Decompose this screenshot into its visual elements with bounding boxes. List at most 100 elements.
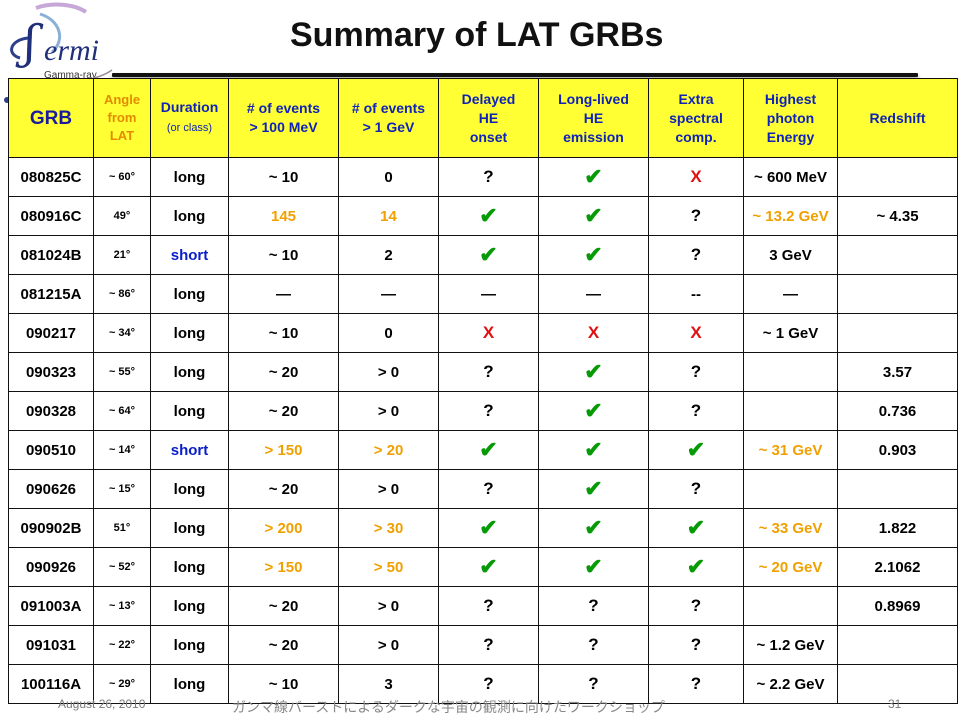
cell-grb: 090926 xyxy=(8,547,94,587)
cell-angle: ~ 52° xyxy=(93,547,151,587)
table-row: 081215A ~ 86° long — — — — -- — xyxy=(8,274,958,314)
cell-angle: ~ 22° xyxy=(93,625,151,665)
cell-extra: ? xyxy=(648,391,744,431)
cell-grb: 081024B xyxy=(8,235,94,275)
cell-duration: long xyxy=(150,313,229,353)
cell-energy xyxy=(743,391,838,431)
cell-delayed: ✔ xyxy=(438,430,539,470)
cell-longlived: ✔ xyxy=(538,157,649,197)
cell-extra: -- xyxy=(648,274,744,314)
cell-energy: — xyxy=(743,274,838,314)
cell-ev100: ~ 10 xyxy=(228,235,339,275)
cell-ev100: ~ 10 xyxy=(228,157,339,197)
cell-grb: 090217 xyxy=(8,313,94,353)
cell-extra: ? xyxy=(648,469,744,509)
header-duration: Duration (or class) xyxy=(150,78,229,158)
table-row: 091003A ~ 13° long ~ 20 > 0??? 0.8969 xyxy=(8,586,958,626)
cell-redshift: 3.57 xyxy=(837,352,958,392)
cell-redshift xyxy=(837,625,958,665)
cell-longlived: ? xyxy=(538,586,649,626)
header-delayed-onset: Delayed HE onset xyxy=(438,78,539,158)
cell-energy: ~ 13.2 GeV xyxy=(743,196,838,236)
cell-duration: long xyxy=(150,391,229,431)
cell-ev1g: > 0 xyxy=(338,391,439,431)
header-long-lived: Long-lived HE emission xyxy=(538,78,649,158)
footer-page-number: 31 xyxy=(888,697,902,711)
cell-delayed: ? xyxy=(438,586,539,626)
cell-ev1g: — xyxy=(338,274,439,314)
svg-text:ʃ: ʃ xyxy=(15,15,44,69)
header-redshift: Redshift xyxy=(837,78,958,158)
cell-longlived: ✔ xyxy=(538,235,649,275)
cell-ev100: ~ 20 xyxy=(228,391,339,431)
cell-angle: ~ 29° xyxy=(93,664,151,704)
cell-ev1g: > 0 xyxy=(338,586,439,626)
table-row: 090626 ~ 15° long ~ 20 > 0? ✔? xyxy=(8,469,958,509)
table-row: 090510 ~ 14° short > 150 > 20 ✔ ✔ ✔ ~ 31 GeV 0.90… xyxy=(8,430,958,470)
cell-extra: ✔ xyxy=(648,508,744,548)
cell-redshift: 0.903 xyxy=(837,430,958,470)
cell-ev1g: 0 xyxy=(338,157,439,197)
cell-energy: ~ 1 GeV xyxy=(743,313,838,353)
table-row: 090217 ~ 34° long ~ 10 0 X X X ~ 1 GeV xyxy=(8,313,958,353)
cell-longlived: X xyxy=(538,313,649,353)
cell-grb: 081215A xyxy=(8,274,94,314)
table-row: 090328 ~ 64° long ~ 20 > 0? ✔? 0.736 xyxy=(8,391,958,431)
cell-energy xyxy=(743,586,838,626)
cell-redshift xyxy=(837,157,958,197)
cell-redshift: 0.736 xyxy=(837,391,958,431)
cell-ev100: ~ 20 xyxy=(228,352,339,392)
cell-redshift xyxy=(837,664,958,704)
cell-longlived: ✔ xyxy=(538,352,649,392)
cell-extra: ? xyxy=(648,196,744,236)
cell-angle: ~ 15° xyxy=(93,469,151,509)
cell-extra: ? xyxy=(648,625,744,665)
cell-delayed: ✔ xyxy=(438,547,539,587)
cell-angle: ~ 64° xyxy=(93,391,151,431)
cell-extra: ? xyxy=(648,235,744,275)
cell-duration: long xyxy=(150,196,229,236)
cell-longlived: ✔ xyxy=(538,391,649,431)
cell-delayed: ? xyxy=(438,469,539,509)
cell-grb: 080825C xyxy=(8,157,94,197)
table-row: 080825C ~ 60° long ~ 10 0? ✔ X ~ 600 MeV xyxy=(8,157,958,197)
table-row: 090323 ~ 55° long ~ 20 > 0? ✔? 3.57 xyxy=(8,352,958,392)
cell-redshift: 0.8969 xyxy=(837,586,958,626)
cell-energy: ~ 2.2 GeV xyxy=(743,664,838,704)
cell-duration: long xyxy=(150,274,229,314)
cell-delayed: X xyxy=(438,313,539,353)
cell-redshift: 2.1062 xyxy=(837,547,958,587)
cell-energy: ~ 31 GeV xyxy=(743,430,838,470)
cell-extra: ✔ xyxy=(648,430,744,470)
cell-angle: 21° xyxy=(93,235,151,275)
cell-ev100: > 150 xyxy=(228,430,339,470)
cell-duration: long xyxy=(150,508,229,548)
cell-energy: ~ 600 MeV xyxy=(743,157,838,197)
cell-extra: ✔ xyxy=(648,547,744,587)
cell-delayed: ✔ xyxy=(438,196,539,236)
cell-angle: ~ 34° xyxy=(93,313,151,353)
cell-delayed: — xyxy=(438,274,539,314)
cell-longlived: ✔ xyxy=(538,469,649,509)
cell-energy: 3 GeV xyxy=(743,235,838,275)
cell-longlived: — xyxy=(538,274,649,314)
footer-workshop: ガンマ線バーストによるダークな宇宙の観測に向けたワークショップ xyxy=(232,699,665,715)
cell-angle: ~ 13° xyxy=(93,586,151,626)
cell-delayed: ✔ xyxy=(438,235,539,275)
cell-duration: long xyxy=(150,469,229,509)
cell-energy xyxy=(743,352,838,392)
cell-ev1g: 3 xyxy=(338,664,439,704)
cell-ev1g: > 0 xyxy=(338,625,439,665)
cell-ev1g: 0 xyxy=(338,313,439,353)
cell-angle: ~ 86° xyxy=(93,274,151,314)
svg-text:Gamma-ray: Gamma-ray xyxy=(44,70,97,81)
cell-angle: 49° xyxy=(93,196,151,236)
cell-ev100: ~ 20 xyxy=(228,625,339,665)
cell-grb: 091003A xyxy=(8,586,94,626)
cell-ev1g: 14 xyxy=(338,196,439,236)
cell-duration: long xyxy=(150,352,229,392)
cell-redshift xyxy=(837,274,958,314)
cell-redshift xyxy=(837,469,958,509)
header-events-1gev: # of events > 1 GeV xyxy=(338,78,439,158)
cell-energy: ~ 20 GeV xyxy=(743,547,838,587)
